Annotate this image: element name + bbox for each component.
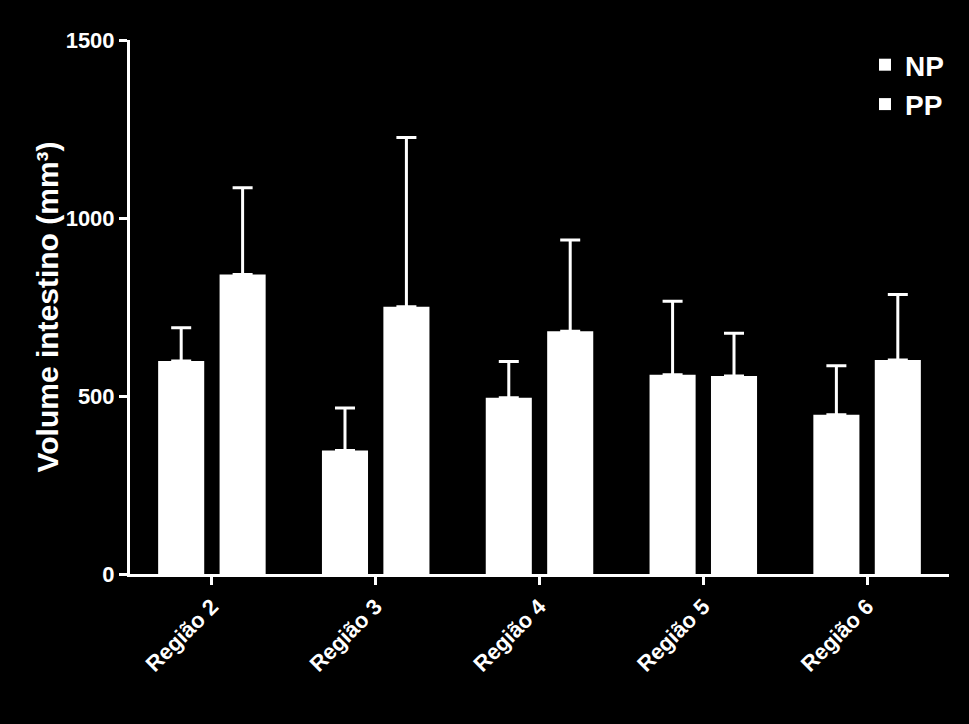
svg-text:Região 6: Região 6	[796, 594, 879, 677]
svg-text:0: 0	[102, 562, 114, 587]
svg-text:Volume intestino (mm³): Volume intestino (mm³)	[31, 141, 64, 472]
svg-text:1500: 1500	[66, 28, 115, 53]
svg-text:Região 5: Região 5	[632, 594, 715, 677]
svg-text:Região 4: Região 4	[468, 594, 551, 677]
svg-text:1000: 1000	[66, 206, 115, 231]
svg-text:500: 500	[78, 384, 115, 409]
svg-text:Região 3: Região 3	[304, 594, 387, 677]
svg-text:NP: NP	[905, 51, 944, 82]
svg-text:PP: PP	[905, 90, 942, 121]
svg-text:Região 2: Região 2	[141, 594, 224, 677]
